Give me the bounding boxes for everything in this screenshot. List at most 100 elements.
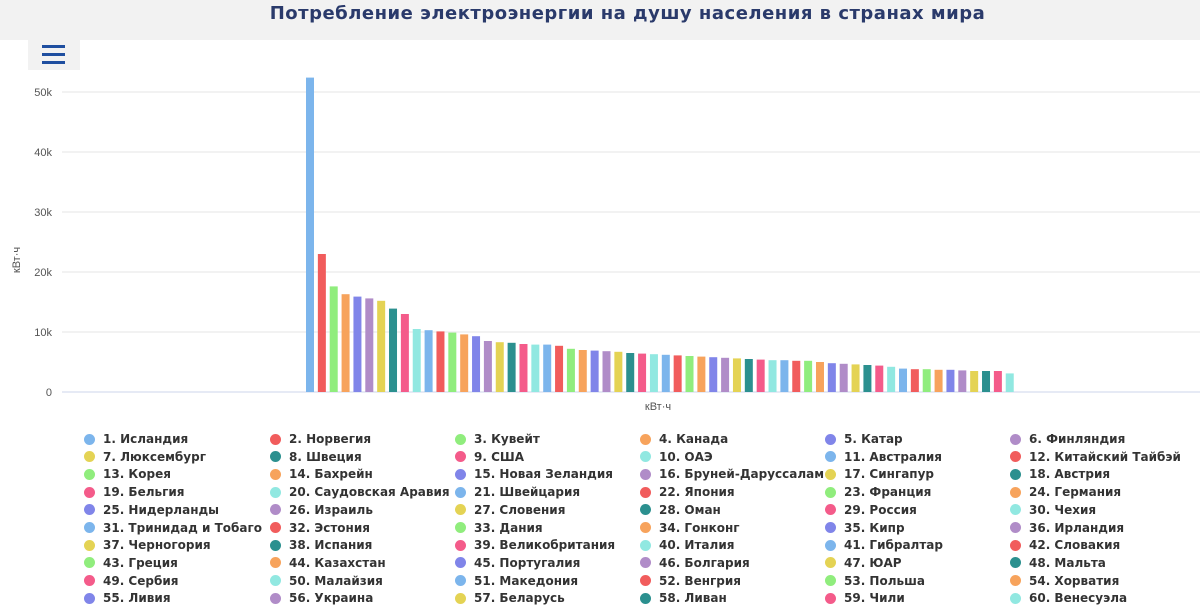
legend-item[interactable]: 30. Чехия <box>1010 503 1096 517</box>
bar[interactable] <box>472 336 481 392</box>
legend-item[interactable]: 4. Канада <box>640 432 728 446</box>
legend-item[interactable]: 6. Финляндия <box>1010 432 1125 446</box>
bar[interactable] <box>365 298 374 392</box>
legend-item[interactable]: 44. Казахстан <box>270 556 386 570</box>
bar[interactable] <box>922 369 931 392</box>
bar[interactable] <box>566 348 575 392</box>
legend-item[interactable]: 18. Австрия <box>1010 467 1110 481</box>
bar[interactable] <box>329 286 338 392</box>
bar[interactable] <box>448 332 457 392</box>
legend-item[interactable]: 17. Сингапур <box>825 467 934 481</box>
bar[interactable] <box>1005 373 1014 392</box>
bar[interactable] <box>804 360 813 392</box>
legend-item[interactable]: 47. ЮАР <box>825 556 902 570</box>
legend-item[interactable]: 33. Дания <box>455 521 543 535</box>
bar[interactable] <box>851 364 860 392</box>
legend-item[interactable]: 43. Греция <box>84 556 178 570</box>
bar[interactable] <box>721 357 730 392</box>
bar[interactable] <box>875 365 884 392</box>
bar[interactable] <box>377 300 386 392</box>
bar[interactable] <box>400 314 409 392</box>
legend-item[interactable]: 36. Ирландия <box>1010 521 1124 535</box>
bar[interactable] <box>626 353 635 392</box>
bar[interactable] <box>389 308 398 392</box>
legend-item[interactable]: 38. Испания <box>270 538 372 552</box>
legend-item[interactable]: 57. Беларусь <box>455 591 565 605</box>
bar[interactable] <box>495 342 504 392</box>
bar[interactable] <box>756 359 765 392</box>
bar[interactable] <box>649 354 658 392</box>
bar[interactable] <box>744 359 753 392</box>
legend-item[interactable]: 15. Новая Зеландия <box>455 467 613 481</box>
legend-item[interactable]: 13. Корея <box>84 467 171 481</box>
legend-item[interactable]: 51. Македония <box>455 574 578 588</box>
legend-item[interactable]: 22. Япония <box>640 485 735 499</box>
legend-item[interactable]: 2. Норвегия <box>270 432 371 446</box>
bar[interactable] <box>887 366 896 392</box>
legend-item[interactable]: 53. Польша <box>825 574 925 588</box>
legend-item[interactable]: 58. Ливан <box>640 591 727 605</box>
legend-item[interactable]: 11. Австралия <box>825 450 942 464</box>
legend-item[interactable]: 48. Мальта <box>1010 556 1106 570</box>
bar[interactable] <box>590 350 599 392</box>
legend-item[interactable]: 26. Израиль <box>270 503 373 517</box>
legend-item[interactable]: 49. Сербия <box>84 574 178 588</box>
legend-item[interactable]: 20. Саудовская Аравия <box>270 485 450 499</box>
bar[interactable] <box>460 334 469 392</box>
bar[interactable] <box>673 355 682 392</box>
bar[interactable] <box>839 363 848 392</box>
legend-item[interactable]: 5. Катар <box>825 432 903 446</box>
legend-item[interactable]: 27. Словения <box>455 503 565 517</box>
bar[interactable] <box>899 368 907 392</box>
legend-item[interactable]: 32. Эстония <box>270 521 370 535</box>
bar[interactable] <box>993 371 1002 392</box>
bar[interactable] <box>483 341 492 392</box>
bar[interactable] <box>946 369 955 392</box>
legend-item[interactable]: 39. Великобритания <box>455 538 615 552</box>
legend-item[interactable]: 31. Тринидад и Тобаго <box>84 521 262 535</box>
legend-item[interactable]: 23. Франция <box>825 485 931 499</box>
legend-item[interactable]: 28. Оман <box>640 503 721 517</box>
bar[interactable] <box>982 371 991 392</box>
legend-item[interactable]: 29. Россия <box>825 503 917 517</box>
legend-item[interactable]: 45. Португалия <box>455 556 580 570</box>
legend-item[interactable]: 40. Италия <box>640 538 734 552</box>
chart-menu-button[interactable] <box>28 40 80 70</box>
legend-item[interactable]: 7. Люксембург <box>84 450 206 464</box>
bar[interactable] <box>543 344 552 392</box>
bar[interactable] <box>970 371 979 392</box>
bar[interactable] <box>732 358 741 392</box>
legend-item[interactable]: 25. Нидерланды <box>84 503 219 517</box>
bar[interactable] <box>602 351 611 392</box>
bar[interactable] <box>341 294 350 392</box>
bar[interactable] <box>578 350 587 392</box>
bar[interactable] <box>768 360 777 392</box>
bar[interactable] <box>863 365 872 392</box>
bar[interactable] <box>958 370 967 392</box>
legend-item[interactable]: 16. Бруней-Даруссалам <box>640 467 824 481</box>
bar[interactable] <box>317 254 326 392</box>
bar[interactable] <box>614 351 623 392</box>
legend-item[interactable]: 37. Черногория <box>84 538 211 552</box>
bar[interactable] <box>827 363 836 392</box>
legend-item[interactable]: 56. Украина <box>270 591 373 605</box>
bar[interactable] <box>424 330 433 392</box>
bar[interactable] <box>306 77 314 392</box>
legend-item[interactable]: 1. Исландия <box>84 432 188 446</box>
legend-item[interactable]: 42. Словакия <box>1010 538 1120 552</box>
bar[interactable] <box>531 344 540 392</box>
bar[interactable] <box>697 356 706 392</box>
legend-item[interactable]: 3. Кувейт <box>455 432 540 446</box>
bar[interactable] <box>436 331 445 392</box>
legend-item[interactable]: 41. Гибралтар <box>825 538 943 552</box>
bar[interactable] <box>507 342 516 392</box>
legend-item[interactable]: 14. Бахрейн <box>270 467 373 481</box>
bar[interactable] <box>792 360 801 392</box>
legend-item[interactable]: 35. Кипр <box>825 521 905 535</box>
bar[interactable] <box>638 353 647 392</box>
legend-item[interactable]: 60. Венесуэла <box>1010 591 1127 605</box>
legend-item[interactable]: 10. ОАЭ <box>640 450 713 464</box>
bar[interactable] <box>353 296 362 392</box>
bar[interactable] <box>555 345 564 392</box>
bar[interactable] <box>519 344 528 392</box>
